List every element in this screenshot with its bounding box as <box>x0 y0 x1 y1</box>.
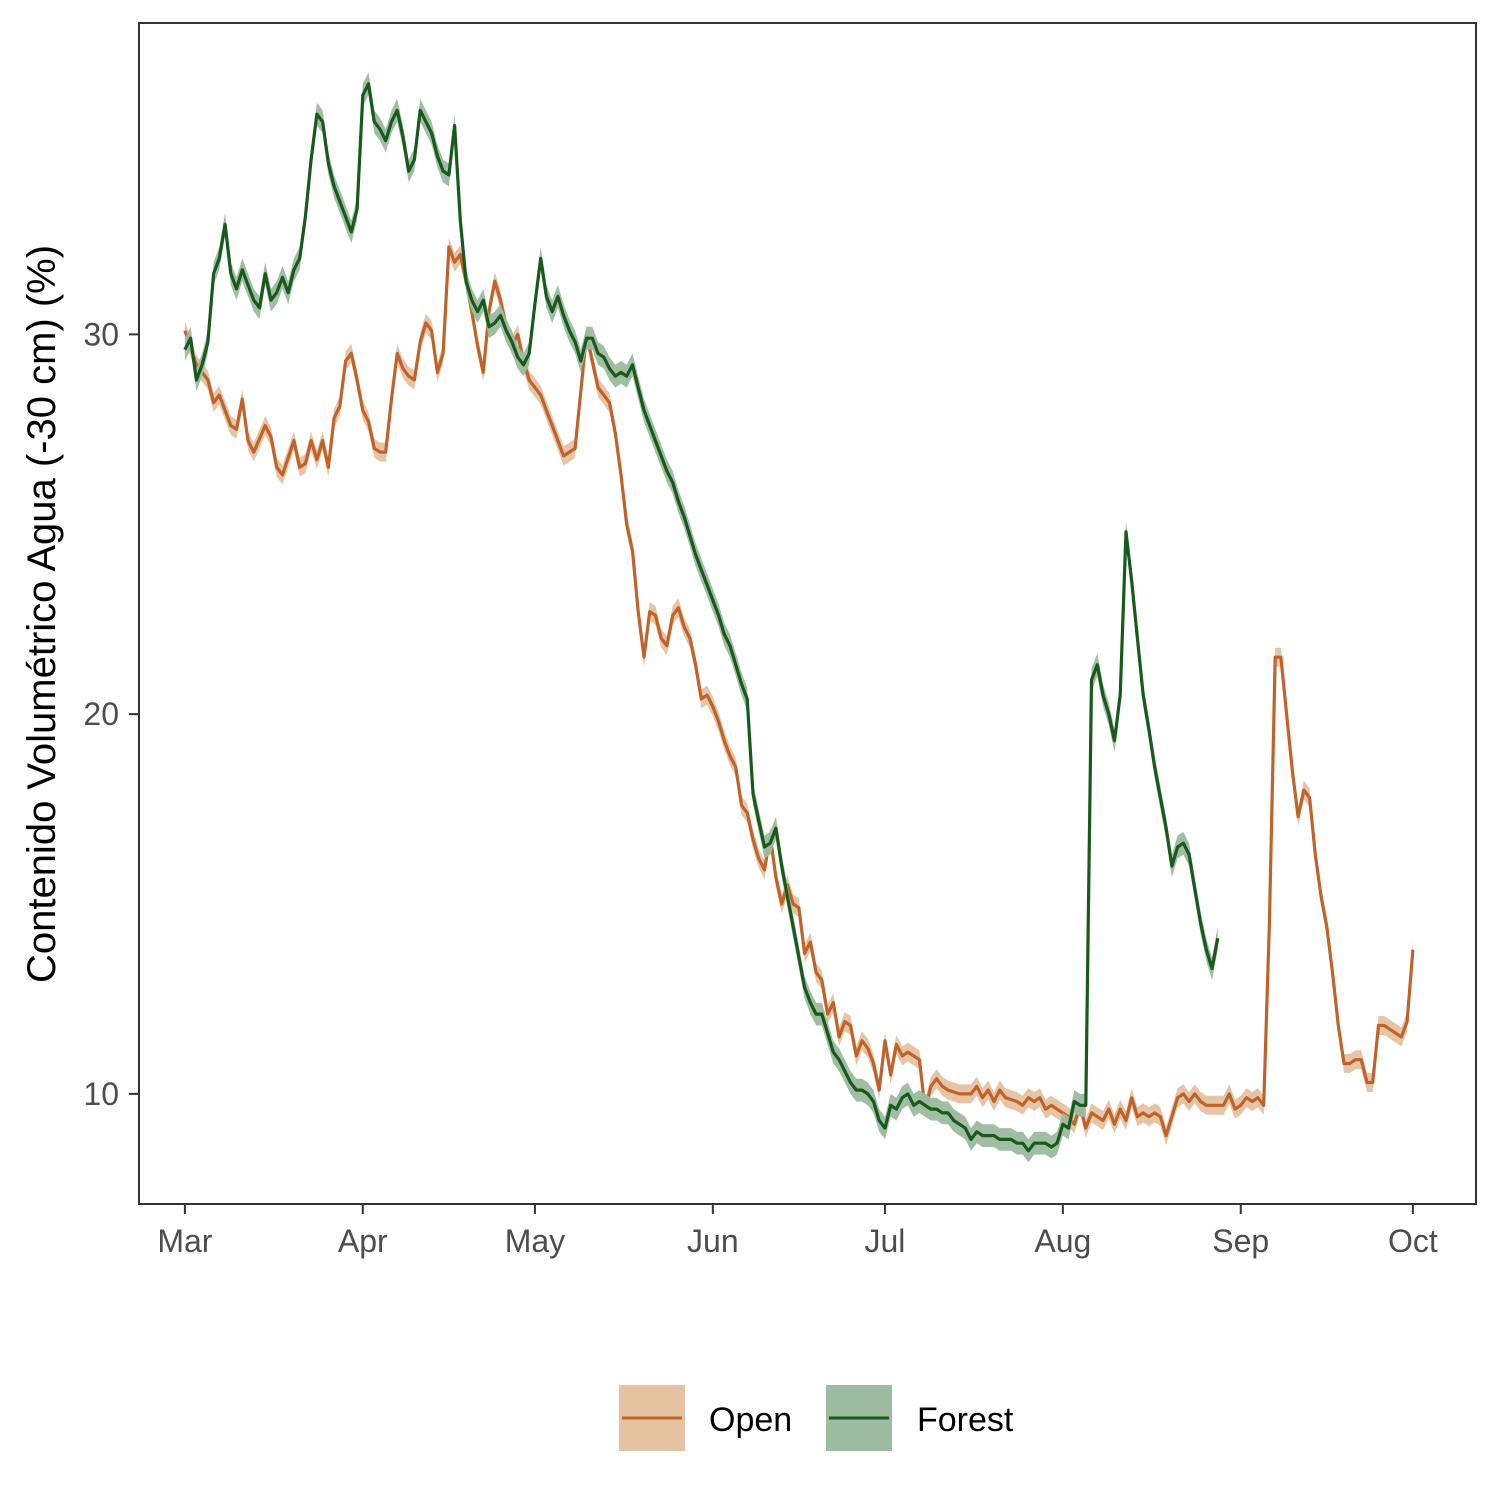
x-tick-label-may: May <box>505 1223 565 1259</box>
y-tick-label-30: 30 <box>83 316 119 352</box>
series-layer <box>183 72 1415 1163</box>
x-axis: Mar Apr May Jun Jul Aug Sep Oct <box>157 1204 1438 1259</box>
y-tick-label-10: 10 <box>83 1076 119 1112</box>
series-line-forest <box>183 82 1220 1153</box>
x-tick-label-oct: Oct <box>1388 1223 1438 1259</box>
x-tick-label-apr: Apr <box>338 1223 388 1259</box>
y-axis: 10 20 30 <box>83 316 139 1112</box>
plot-panel-border <box>138 22 1477 1205</box>
x-tick-label-aug: Aug <box>1034 1223 1091 1259</box>
series-line-open <box>183 245 1415 1138</box>
legend-label-forest: Forest <box>917 1401 1014 1439</box>
y-tick-label-20: 20 <box>83 696 119 732</box>
legend: Open Forest <box>619 1385 1014 1451</box>
x-tick-label-mar: Mar <box>157 1223 212 1259</box>
legend-label-open: Open <box>709 1401 792 1439</box>
x-tick-label-jul: Jul <box>865 1223 906 1259</box>
legend-item-forest: Forest <box>826 1385 1014 1451</box>
y-axis-title: Contenido Volumétrico Agua (-30 cm) (%) <box>20 245 64 983</box>
x-tick-label-sep: Sep <box>1212 1223 1269 1259</box>
legend-item-open: Open <box>619 1385 792 1451</box>
x-tick-label-jun: Jun <box>687 1223 739 1259</box>
